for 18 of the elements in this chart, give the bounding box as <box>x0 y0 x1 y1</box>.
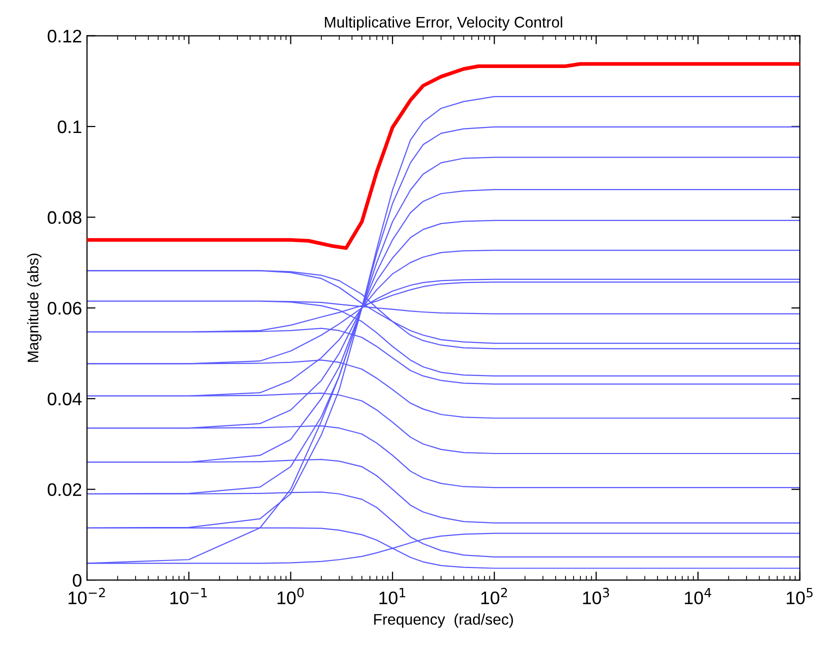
x-axis-title: Frequency (rad/sec) <box>374 614 513 628</box>
y-tick-label: 0.12 <box>48 30 82 43</box>
x-tick-label: 10$^{2}$ <box>481 588 507 604</box>
x-tick-label: 10$^{3}$ <box>583 588 610 604</box>
x-tick-label: 10$^{4}$ <box>684 588 712 604</box>
y-tick-label: 0.1 <box>58 120 82 134</box>
x-tick-label: 10$^{5}$ <box>786 588 813 604</box>
y-tick-label: 0.08 <box>48 211 82 224</box>
x-tick-label: 10$^{−2}$ <box>68 588 105 604</box>
y-tick-label: 0.02 <box>48 483 82 496</box>
x-tick-label: 10$^{−1}$ <box>170 588 207 604</box>
x-tick-label: 10$^{0}$ <box>278 588 304 604</box>
x-tick-label: 10$^{1}$ <box>379 588 406 604</box>
y-axis-title: Magnitude (abs) <box>27 254 42 362</box>
y-tick-label: 0 <box>72 574 82 587</box>
y-tick-label: 0.04 <box>48 392 82 406</box>
chart-title: Multiplicative Error, Velocity Control <box>324 16 562 31</box>
y-tick-label: 0.06 <box>48 302 82 315</box>
